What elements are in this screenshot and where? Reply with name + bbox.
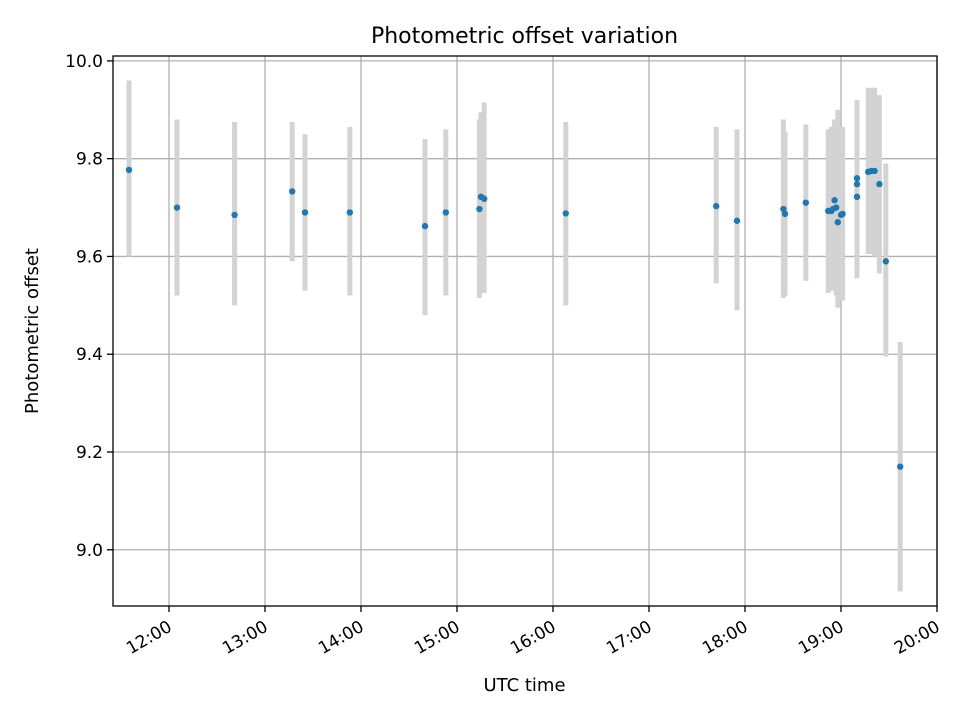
y-tick-label: 9.0 [76,541,103,561]
chart-title: Photometric offset variation [371,24,678,49]
x-tick-label: 16:00 [507,617,559,659]
x-tick-label: 17:00 [603,617,655,659]
data-point [871,167,878,175]
x-tick-label: 18:00 [699,617,751,659]
y-tick-label: 9.6 [76,247,103,267]
data-point [833,204,840,211]
error-bars [126,80,903,592]
x-tick-label: 20:00 [891,617,943,659]
x-tick-label: 19:00 [795,617,847,659]
data-point [421,222,429,230]
data-point [476,205,483,213]
data-point [802,199,809,206]
axis-ticks: 12:00 13:00 14:00 15:00 16:00 17:00 18:00 19:00… [65,52,943,659]
data-point [853,180,861,188]
data-point [780,205,787,213]
y-tick-label: 10.0 [65,52,103,72]
data-point [876,180,883,188]
data-point [289,188,296,195]
y-tick-label: 9.4 [76,345,103,365]
x-tick-label: 14:00 [315,617,367,659]
x-tick-label: 13:00 [219,617,271,659]
data-point [173,204,181,211]
x-axis-label: UTC time [483,675,565,696]
data-points [125,166,904,470]
data-point [839,210,846,218]
data-point [125,166,133,174]
data-point [831,197,838,204]
data-point [713,202,720,210]
data-point [733,217,741,224]
grid-lines [113,56,938,606]
data-point [481,195,488,202]
x-tick-label: 15:00 [411,617,463,659]
data-point [442,209,449,216]
data-point [834,219,841,226]
data-point [231,211,238,219]
data-point [562,210,569,217]
data-point [882,258,889,265]
data-point [853,193,861,200]
y-tick-label: 9.2 [76,443,103,463]
data-point [853,175,861,182]
x-tick-label: 12:00 [123,617,175,659]
data-point [781,210,789,218]
y-axis-label: Photometric offset [22,248,43,414]
data-point [346,209,353,216]
y-tick-label: 9.8 [76,150,103,170]
data-point [301,209,309,216]
plot-frame [112,55,938,607]
data-point [897,463,904,470]
